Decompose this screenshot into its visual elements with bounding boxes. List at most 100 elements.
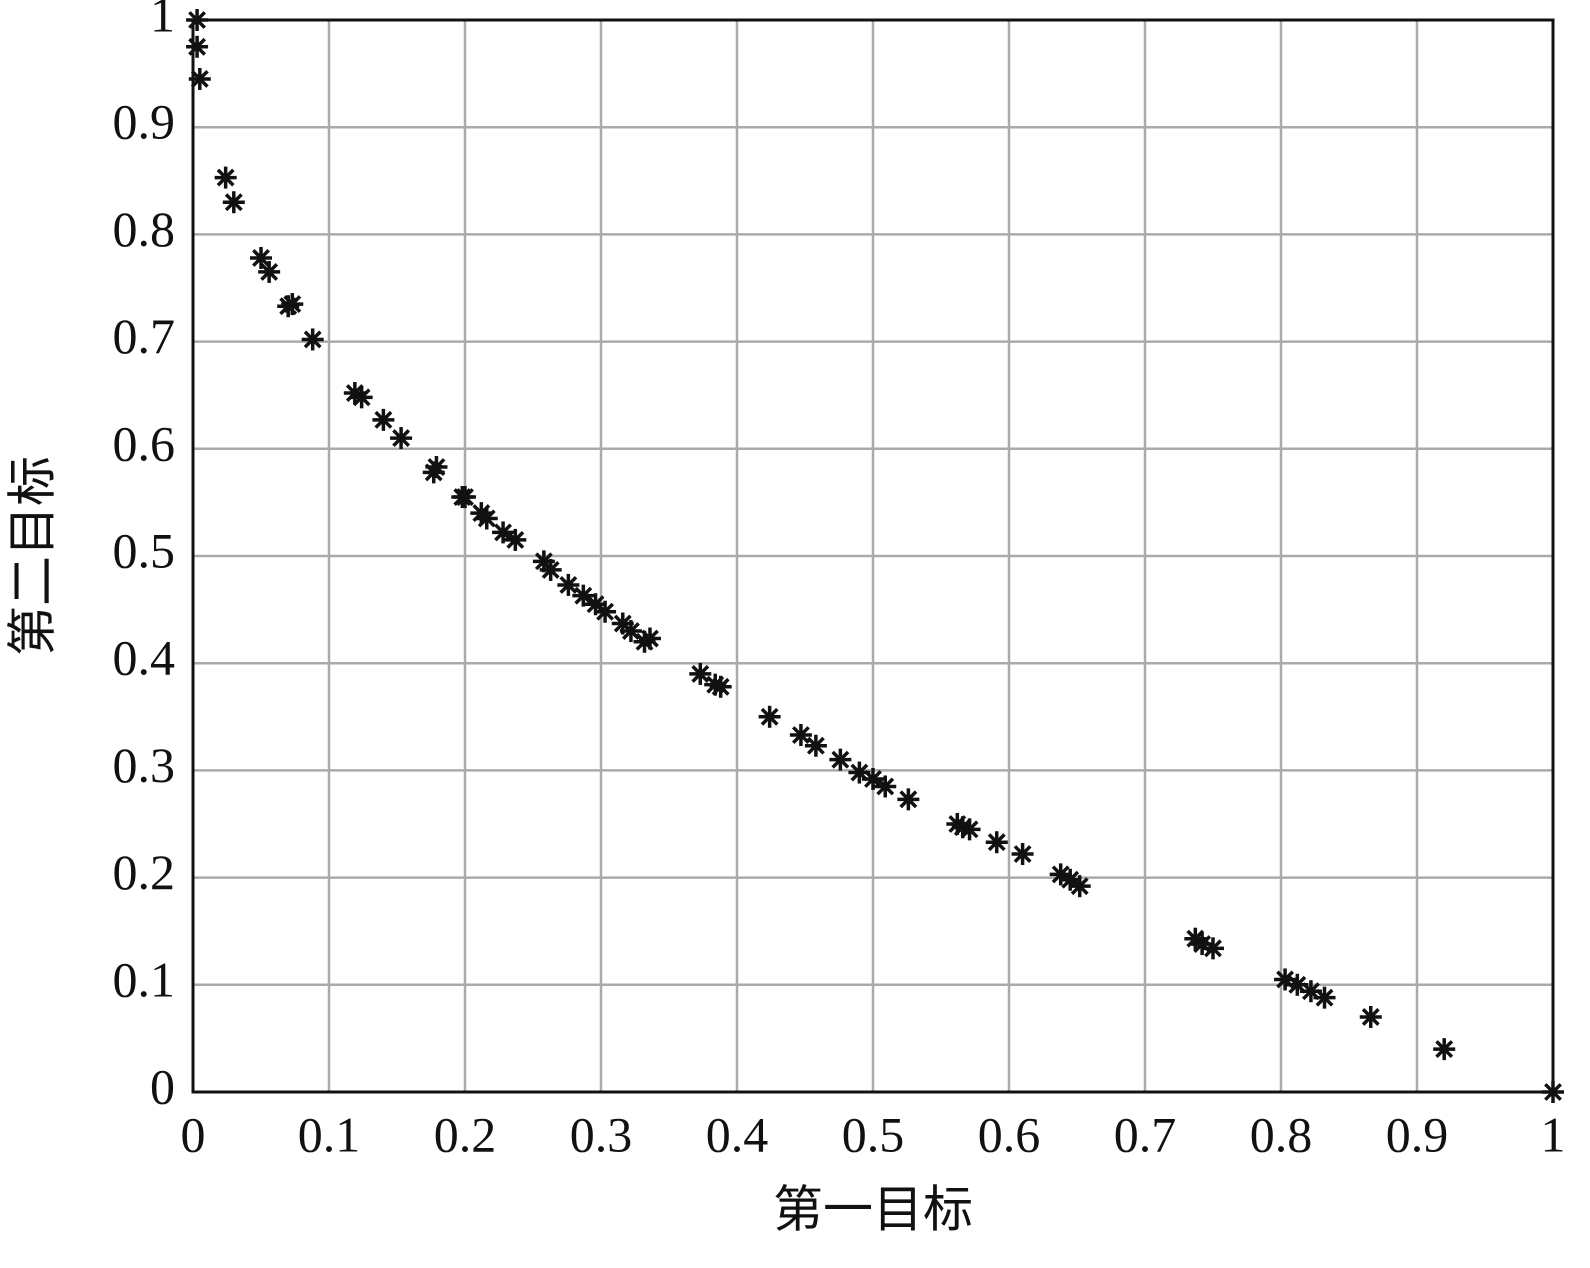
point xyxy=(350,386,373,409)
y-tick-label: 0.2 xyxy=(113,844,176,900)
point-stroke xyxy=(252,249,270,267)
point xyxy=(557,573,580,596)
point-stroke xyxy=(1361,1008,1380,1026)
point-stroke xyxy=(427,458,446,476)
point-stroke xyxy=(1435,1040,1454,1059)
point-stroke xyxy=(506,530,525,549)
x-tick-label: 0.7 xyxy=(1114,1106,1177,1162)
point-stroke xyxy=(760,707,779,726)
point-stroke xyxy=(960,820,979,839)
point-stroke xyxy=(190,70,209,88)
point xyxy=(1313,986,1336,1009)
point xyxy=(425,456,448,479)
point xyxy=(789,724,812,747)
point xyxy=(281,293,304,316)
y-tick-label: 0 xyxy=(150,1058,175,1114)
point xyxy=(454,486,476,509)
point xyxy=(214,166,237,189)
point xyxy=(258,260,281,283)
point xyxy=(1011,843,1034,866)
x-tick-label: 0.1 xyxy=(298,1106,361,1162)
point xyxy=(897,788,920,811)
x-tick-label: 0.8 xyxy=(1250,1106,1313,1162)
y-tick-label: 1 xyxy=(150,0,175,42)
x-tick-label: 0.2 xyxy=(434,1106,497,1162)
x-tick-label: 0.4 xyxy=(706,1106,769,1162)
point-stroke xyxy=(303,330,322,349)
point-stroke xyxy=(1204,939,1222,958)
point xyxy=(958,818,981,841)
point-stroke xyxy=(987,833,1006,852)
point-stroke xyxy=(574,586,593,605)
point-stroke xyxy=(1288,975,1307,994)
point xyxy=(492,521,515,544)
y-tick-label: 0.5 xyxy=(113,522,176,578)
y-tick-label: 0.3 xyxy=(113,737,176,793)
point-stroke xyxy=(456,488,474,506)
point-stroke xyxy=(1051,865,1070,884)
point xyxy=(572,584,595,607)
point-stroke xyxy=(352,388,371,407)
point-stroke xyxy=(1070,877,1089,896)
point xyxy=(1068,875,1091,898)
point-stroke xyxy=(596,602,615,621)
point xyxy=(222,191,245,214)
point xyxy=(594,600,617,623)
x-tick-label: 0.6 xyxy=(978,1106,1041,1162)
point-stroke xyxy=(791,726,810,744)
point xyxy=(539,558,562,581)
point-stroke xyxy=(1061,870,1080,889)
point xyxy=(689,662,712,685)
plot-frame xyxy=(191,18,1555,1094)
point-stroke xyxy=(374,410,393,429)
x-tick-label: 0 xyxy=(181,1106,206,1162)
point-stroke xyxy=(876,777,895,796)
point xyxy=(186,9,209,31)
point xyxy=(1359,1005,1382,1028)
point xyxy=(504,528,527,551)
y-tick-label: 0.1 xyxy=(113,951,176,1007)
point-stroke xyxy=(1013,845,1032,863)
y-tick-label: 0.8 xyxy=(113,201,176,257)
point xyxy=(1542,1081,1564,1103)
y-tick-label: 0.7 xyxy=(113,308,176,364)
point xyxy=(188,67,211,90)
point-stroke xyxy=(806,736,825,755)
point-stroke xyxy=(691,664,710,683)
point-stroke xyxy=(541,560,560,579)
point-stroke xyxy=(864,770,882,788)
x-tick-label: 0.9 xyxy=(1386,1106,1449,1162)
point xyxy=(1202,937,1224,960)
point-stroke xyxy=(621,622,640,640)
point-stroke xyxy=(1193,935,1212,954)
point xyxy=(475,507,498,530)
x-axis-label: 第一目标 xyxy=(773,1181,973,1237)
point xyxy=(985,831,1008,854)
point-stroke xyxy=(477,509,496,528)
point-stroke xyxy=(711,677,730,696)
x-tick-label: 0.5 xyxy=(842,1106,905,1162)
point-stroke xyxy=(850,763,869,782)
point xyxy=(862,767,884,790)
point xyxy=(758,705,781,728)
y-tick-label: 0.4 xyxy=(113,630,176,686)
point-stroke xyxy=(1276,970,1295,989)
point xyxy=(874,775,897,798)
point xyxy=(301,328,324,351)
point-stroke xyxy=(216,168,235,187)
point xyxy=(1433,1038,1456,1061)
point xyxy=(829,748,852,771)
point-stroke xyxy=(559,576,578,594)
point-stroke xyxy=(1544,1083,1562,1101)
point-stroke xyxy=(899,790,918,809)
point-stroke xyxy=(586,595,605,614)
point-stroke xyxy=(1301,982,1320,1001)
point-stroke xyxy=(224,193,243,212)
point xyxy=(390,427,413,450)
point xyxy=(619,620,642,643)
point xyxy=(372,408,395,431)
y-tick-label: 0.9 xyxy=(113,94,176,150)
point-stroke xyxy=(392,429,411,448)
x-tick-label: 0.3 xyxy=(570,1106,633,1162)
